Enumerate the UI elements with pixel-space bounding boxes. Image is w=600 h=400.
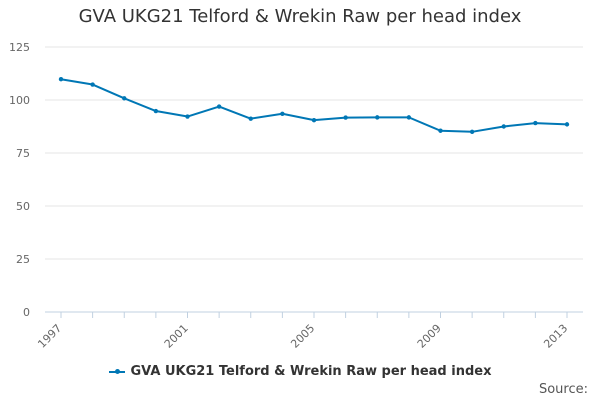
y-tick-label: 50 <box>16 200 30 213</box>
y-tick-label: 75 <box>16 147 30 160</box>
x-tick-label: 1997 <box>35 322 64 351</box>
data-point <box>469 129 475 134</box>
legend[interactable]: GVA UKG21 Telford & Wrekin Raw per head … <box>0 364 600 379</box>
data-point <box>58 77 64 82</box>
data-point <box>406 115 412 120</box>
source-label: Source: <box>538 382 588 397</box>
data-point <box>375 115 380 120</box>
x-tick-label: 2005 <box>288 322 317 351</box>
data-point <box>343 115 348 120</box>
legend-label: GVA UKG21 Telford & Wrekin Raw per head … <box>130 364 492 379</box>
y-tick-label: 0 <box>23 306 30 319</box>
y-tick-label: 100 <box>9 94 30 107</box>
series-line <box>60 78 568 133</box>
data-point <box>533 120 538 126</box>
data-point <box>248 116 253 121</box>
data-point <box>153 108 159 114</box>
data-point <box>438 128 443 133</box>
x-tick-label: 2001 <box>162 322 191 351</box>
data-point <box>501 124 506 129</box>
data-point <box>311 117 317 123</box>
legend-swatch <box>108 367 125 377</box>
data-point <box>185 114 190 119</box>
data-point <box>564 122 570 127</box>
data-point <box>90 82 95 87</box>
data-point <box>280 111 285 116</box>
data-point <box>122 96 127 101</box>
y-tick-label: 125 <box>9 41 30 54</box>
data-point <box>216 104 222 109</box>
x-tick-label: 2013 <box>541 322 570 351</box>
chart-title: GVA UKG21 Telford & Wrekin Raw per head … <box>78 6 522 27</box>
x-tick-label: 2009 <box>415 322 444 351</box>
y-tick-label: 25 <box>16 253 30 266</box>
